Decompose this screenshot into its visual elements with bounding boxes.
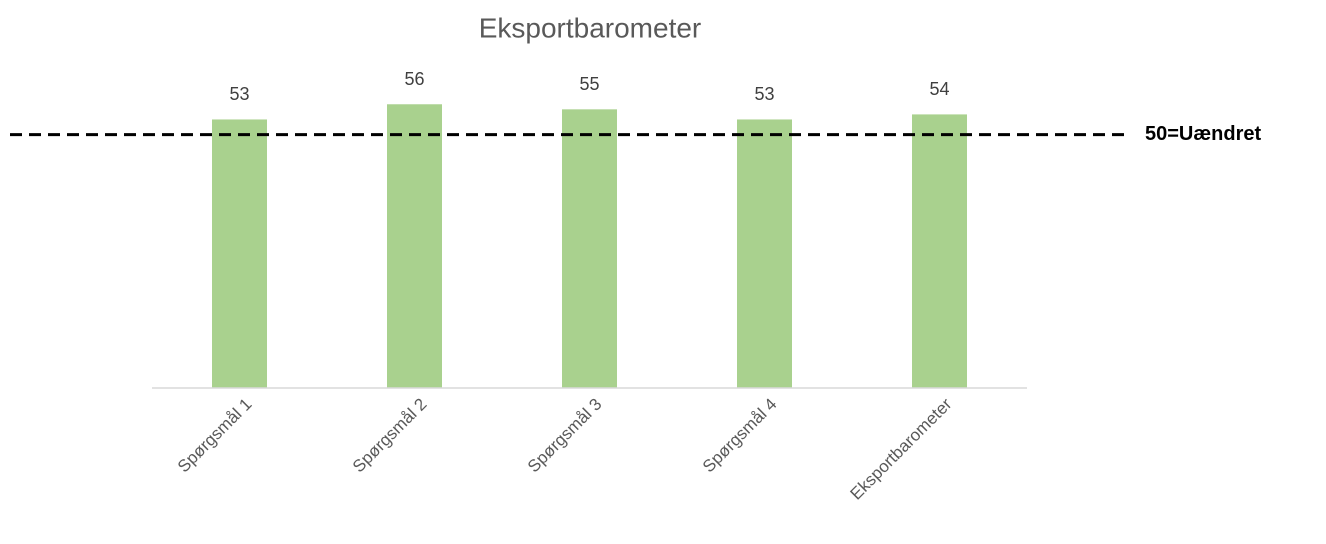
x-tick-label: Spørgsmål 2 xyxy=(349,395,431,477)
data-label: 54 xyxy=(929,79,949,99)
x-tick-label: Spørgsmål 4 xyxy=(699,395,781,477)
bar xyxy=(212,119,267,388)
data-label: 56 xyxy=(404,69,424,89)
bar xyxy=(562,109,617,388)
x-tick-label: Eksportbarometer xyxy=(847,394,956,503)
data-label: 53 xyxy=(229,84,249,104)
x-tick-label: Spørgsmål 3 xyxy=(524,395,606,477)
x-tick-label: Spørgsmål 1 xyxy=(174,395,256,477)
bar xyxy=(737,119,792,388)
bar xyxy=(912,114,967,389)
reference-label: 50=Uændret xyxy=(1145,123,1261,145)
data-label: 55 xyxy=(579,74,599,94)
chart-title: Eksportbarometer xyxy=(479,12,702,43)
data-label: 53 xyxy=(754,84,774,104)
bar xyxy=(387,104,442,389)
